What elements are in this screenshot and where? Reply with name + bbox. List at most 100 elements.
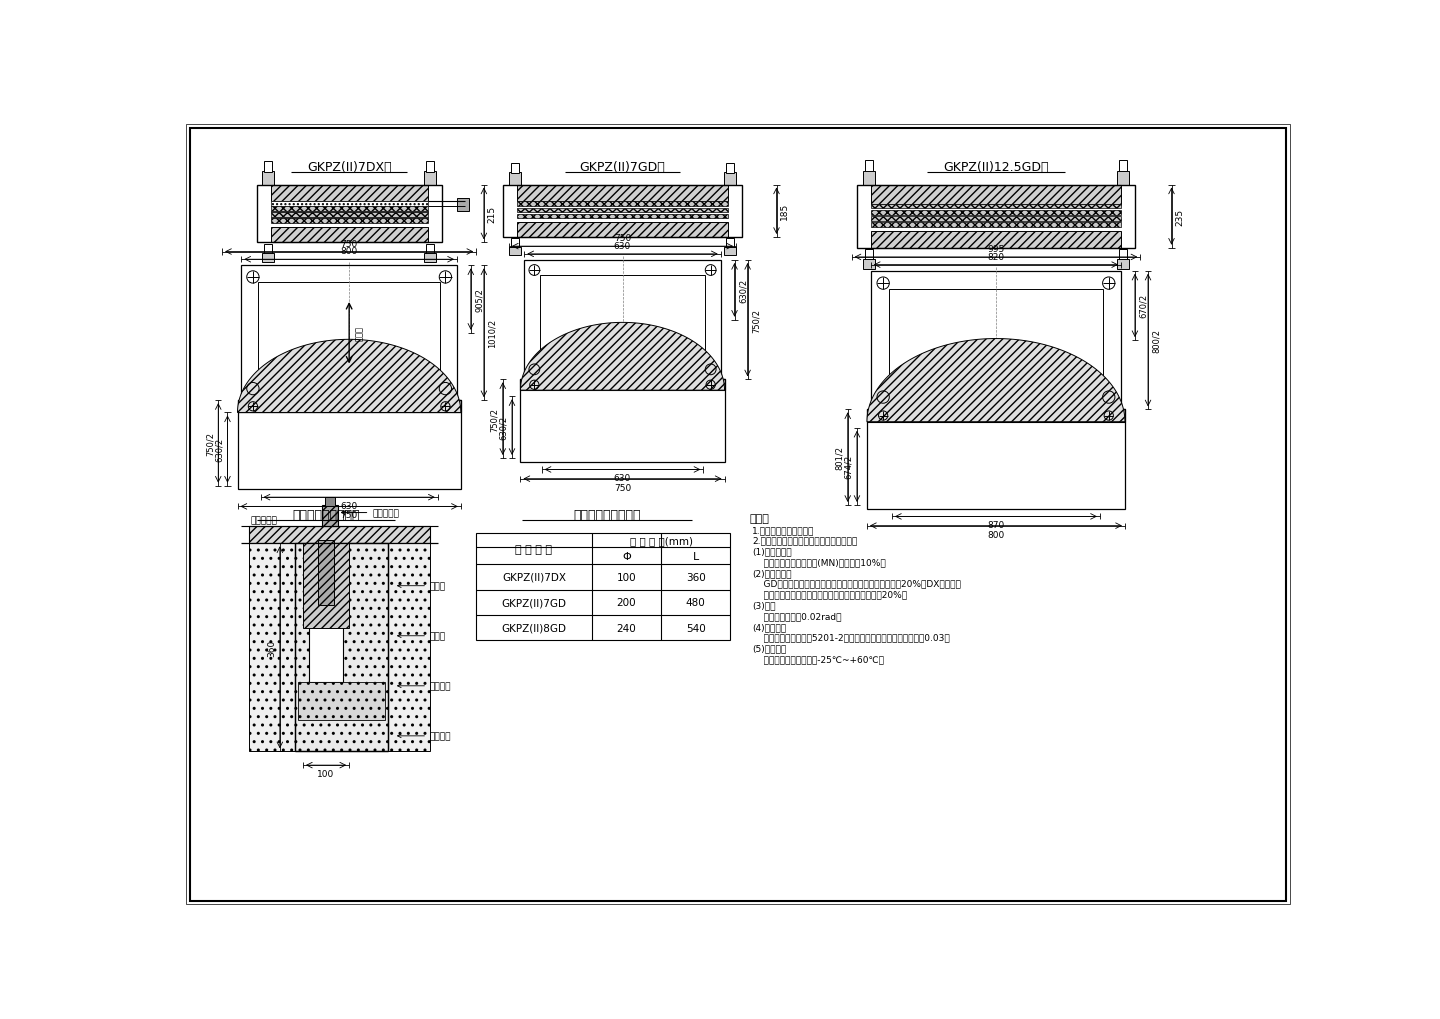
Bar [271,185,428,203]
Bar [249,544,295,752]
Bar [517,215,729,219]
Bar [477,534,730,641]
Text: 100: 100 [616,573,636,582]
Text: GD固定支座各个方向的水平承载力为支座竖向承载力的20%；DX单向活动: GD固定支座各个方向的水平承载力为支座竖向承载力的20%；DX单向活动 [752,579,960,588]
Bar [456,199,468,212]
Text: GKPZ(II)12.5GD型: GKPZ(II)12.5GD型 [943,160,1048,173]
Bar [1119,250,1128,262]
Bar [298,683,386,720]
Text: 1010/2: 1010/2 [488,319,497,347]
Text: GKPZ(II)7GD型: GKPZ(II)7GD型 [580,160,665,173]
Bar [423,254,436,263]
Text: 240: 240 [616,623,636,633]
Bar [508,173,521,185]
Bar [871,231,1120,249]
Text: (5)适用温度: (5)适用温度 [752,644,786,653]
Bar [517,203,729,207]
Text: 540: 540 [685,623,706,633]
Text: (1)竖向承载力: (1)竖向承载力 [752,547,792,556]
Bar [387,544,431,752]
Text: Φ: Φ [622,551,631,561]
Text: 630: 630 [340,501,357,511]
Text: 锂套筒敌装: 锂套筒敌装 [341,508,399,518]
Bar [323,505,337,527]
Bar [249,527,431,544]
Bar [517,222,729,237]
Bar [871,223,1120,227]
Bar [271,218,428,219]
Bar [890,290,1103,391]
Text: 670/2: 670/2 [1139,294,1148,318]
Bar [863,171,876,185]
Text: 870: 870 [988,521,1005,530]
Text: 支座水平曲引向的水平承载力为支座竖向承载力的20%。: 支座水平曲引向的水平承载力为支座竖向承载力的20%。 [752,590,907,599]
Text: 盘式支座转角为0.02rad。: 盘式支座转角为0.02rad。 [752,611,841,621]
Bar [271,203,428,207]
Bar [857,185,1135,249]
Text: 820: 820 [988,253,1005,262]
Text: 100: 100 [317,769,334,779]
Bar [271,213,428,218]
Bar [520,380,724,390]
Bar [271,212,428,213]
Bar [271,227,428,244]
Bar [520,380,724,463]
Text: 主 要 尺 寸(mm): 主 要 尺 寸(mm) [629,536,693,546]
Bar [540,276,706,365]
Text: 750: 750 [340,239,357,249]
Text: 常温活动支座：加注5201-2润滑油脂后，计算摩擦系数最小取0.03。: 常温活动支座：加注5201-2润滑油脂后，计算摩擦系数最小取0.03。 [752,633,949,642]
Text: 横横向: 横横向 [356,326,364,341]
Bar [295,544,387,752]
Polygon shape [867,339,1125,422]
Text: 锂套筒预留孔参数表: 锂套筒预留孔参数表 [573,508,641,521]
Text: (4)摩擦系数: (4)摩擦系数 [752,623,786,632]
Text: 750: 750 [613,483,631,492]
Bar [256,185,442,244]
Text: L: L [693,551,698,561]
Text: 360: 360 [685,573,706,582]
Bar [511,164,518,174]
Text: 905/2: 905/2 [475,287,484,312]
Text: 630/2: 630/2 [739,278,747,303]
Text: 常温活动支座：适用于-25℃~+60℃。: 常温活动支座：适用于-25℃~+60℃。 [752,654,884,663]
Bar [265,245,272,256]
Bar [318,540,334,605]
Bar [871,185,1120,205]
Bar [724,173,736,185]
Text: 上下支座板: 上下支座板 [251,516,278,525]
Bar [511,239,518,250]
Text: 750: 750 [340,511,357,520]
Bar [258,283,441,384]
Text: 混凝土台: 混凝土台 [397,732,452,741]
Bar [262,254,275,263]
Text: 800: 800 [988,530,1005,539]
Text: 下址层: 下址层 [397,582,446,591]
Text: 750: 750 [613,234,631,244]
Text: GKPZ(II)7DX型: GKPZ(II)7DX型 [307,160,392,173]
Text: 备注：: 备注： [750,513,769,523]
Text: (2)水平承载力: (2)水平承载力 [752,569,792,578]
Bar [524,261,720,380]
Text: 1.本图尺寸单位为毫米。: 1.本图尺寸单位为毫米。 [752,526,814,534]
Text: (3)转角: (3)转角 [752,601,775,609]
Bar [871,217,1120,221]
Bar [503,185,742,237]
Text: 750/2: 750/2 [206,431,215,455]
Bar [867,410,1125,510]
Text: 盘式支座的竖向承载力(MN)允许超载10%。: 盘式支座的竖向承载力(MN)允许超载10%。 [752,557,886,567]
Text: 215: 215 [488,206,497,223]
Bar [871,271,1122,410]
Bar [1117,171,1129,185]
Bar [302,544,348,629]
Text: 锂套筒预留孔示意图: 锂套筒预留孔示意图 [292,508,360,521]
Bar [508,248,521,256]
Bar [324,497,336,506]
Bar [1117,260,1129,270]
Bar [423,171,436,185]
Bar [517,209,729,213]
Text: 630/2: 630/2 [215,437,223,462]
Bar [726,164,734,174]
Text: 995: 995 [988,245,1005,254]
Text: 200: 200 [616,598,636,607]
Bar [726,239,734,250]
